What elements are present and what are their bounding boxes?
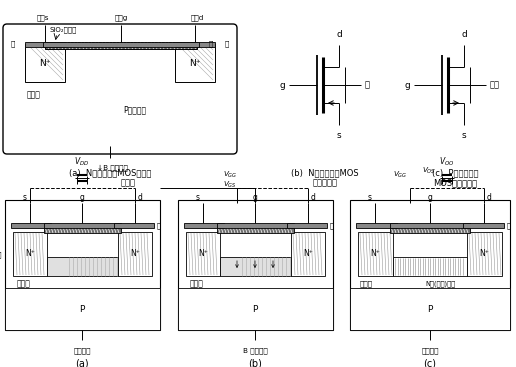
Text: d: d xyxy=(461,30,467,39)
Bar xyxy=(184,223,224,228)
Bar xyxy=(217,223,294,228)
Text: 衬底引线: 衬底引线 xyxy=(73,347,91,354)
Text: d: d xyxy=(311,193,315,202)
Text: g: g xyxy=(252,193,257,202)
Text: 耗尽层: 耗尽层 xyxy=(17,280,31,288)
Text: P: P xyxy=(427,305,433,313)
Bar xyxy=(47,257,118,276)
Text: g: g xyxy=(428,193,432,202)
Text: $V_{GS}$: $V_{GS}$ xyxy=(223,180,237,190)
Text: ↓B 衬底引线: ↓B 衬底引线 xyxy=(96,164,127,171)
Bar xyxy=(118,232,152,276)
Text: N⁺: N⁺ xyxy=(130,250,140,258)
Bar xyxy=(358,232,393,276)
Bar xyxy=(217,227,294,233)
Text: s: s xyxy=(196,193,200,202)
Text: B 衬底引线: B 衬底引线 xyxy=(243,347,267,354)
Bar xyxy=(5,288,160,330)
Text: 管代表符号: 管代表符号 xyxy=(313,178,337,187)
Bar xyxy=(186,232,220,276)
Text: d: d xyxy=(336,30,342,39)
Bar xyxy=(467,232,502,276)
Text: s: s xyxy=(336,131,341,140)
Text: 示意图: 示意图 xyxy=(121,178,136,187)
Bar xyxy=(175,44,215,82)
Text: 源极s: 源极s xyxy=(37,14,49,21)
Bar xyxy=(178,288,333,330)
Text: P: P xyxy=(252,305,257,313)
Text: d: d xyxy=(138,193,142,202)
Text: 耗尽层: 耗尽层 xyxy=(190,280,204,288)
Text: P型硅衬底: P型硅衬底 xyxy=(123,105,147,115)
Bar xyxy=(291,232,325,276)
Text: 衬: 衬 xyxy=(365,80,370,90)
Bar xyxy=(175,42,215,47)
Bar xyxy=(43,42,199,47)
Text: 二氧化硅: 二氧化硅 xyxy=(0,252,2,258)
Bar xyxy=(356,223,397,228)
Text: d: d xyxy=(487,193,491,202)
Bar xyxy=(114,223,154,228)
Text: (b)  N沟道增强型MOS: (b) N沟道增强型MOS xyxy=(291,168,359,177)
Bar xyxy=(11,223,51,228)
Text: P: P xyxy=(79,305,85,313)
Bar xyxy=(463,223,504,228)
Bar xyxy=(45,42,197,49)
Text: s: s xyxy=(23,193,27,202)
Text: g: g xyxy=(404,80,410,90)
Bar xyxy=(393,257,467,276)
Bar xyxy=(178,200,333,330)
Text: s: s xyxy=(462,131,466,140)
Text: N⁺: N⁺ xyxy=(479,250,489,258)
Text: g: g xyxy=(279,80,285,90)
Text: $V_{GG}$: $V_{GG}$ xyxy=(223,170,237,180)
Text: g: g xyxy=(79,193,85,202)
Bar xyxy=(350,200,510,330)
Text: $V_{DD}$: $V_{DD}$ xyxy=(74,156,90,168)
Text: 耗尽层: 耗尽层 xyxy=(360,281,373,287)
Bar xyxy=(13,232,47,276)
Text: s: s xyxy=(368,193,372,202)
Text: 铝: 铝 xyxy=(11,41,15,47)
Text: N⁺: N⁺ xyxy=(303,250,313,258)
Text: N⁺: N⁺ xyxy=(189,58,201,68)
Bar xyxy=(44,227,121,233)
Bar xyxy=(390,223,470,228)
Text: 铝: 铝 xyxy=(209,41,214,47)
Bar xyxy=(350,288,510,330)
Text: (a)  N沟道增强型MOS管结构: (a) N沟道增强型MOS管结构 xyxy=(69,168,151,177)
Text: 衬底: 衬底 xyxy=(490,80,500,90)
Text: N型(感生)沟道: N型(感生)沟道 xyxy=(425,281,455,287)
Text: 铝: 铝 xyxy=(507,223,511,229)
Text: (c): (c) xyxy=(424,358,437,367)
Text: N⁺: N⁺ xyxy=(370,250,380,258)
Text: N⁺: N⁺ xyxy=(198,250,208,258)
Text: 铝: 铝 xyxy=(157,223,162,229)
Text: 铝: 铝 xyxy=(330,223,334,229)
Text: (b): (b) xyxy=(248,358,262,367)
Text: SiO₂绝缘层: SiO₂绝缘层 xyxy=(50,27,77,33)
Text: 栅极g: 栅极g xyxy=(115,14,127,21)
Text: N⁺: N⁺ xyxy=(25,250,35,258)
Bar xyxy=(220,257,291,276)
Text: $V_{OS}$: $V_{OS}$ xyxy=(422,166,436,176)
FancyBboxPatch shape xyxy=(3,24,237,154)
Bar xyxy=(5,200,160,330)
Bar xyxy=(44,223,121,228)
Text: 衬底引线: 衬底引线 xyxy=(421,347,439,354)
Text: MOS管代表符号: MOS管代表符号 xyxy=(433,178,477,187)
Bar xyxy=(25,44,65,82)
Text: $V_{GG}$: $V_{GG}$ xyxy=(393,170,407,180)
Bar xyxy=(390,227,470,233)
Text: N⁺: N⁺ xyxy=(39,58,51,68)
Text: (c)  P沟道增强型: (c) P沟道增强型 xyxy=(432,168,478,177)
Text: 铝: 铝 xyxy=(225,41,230,47)
Text: 耗尽层: 耗尽层 xyxy=(27,91,41,99)
Bar xyxy=(25,42,65,47)
Text: 漏极d: 漏极d xyxy=(190,14,204,21)
Text: (a): (a) xyxy=(75,358,89,367)
Bar xyxy=(287,223,327,228)
Text: $V_{OO}$: $V_{OO}$ xyxy=(439,156,455,168)
